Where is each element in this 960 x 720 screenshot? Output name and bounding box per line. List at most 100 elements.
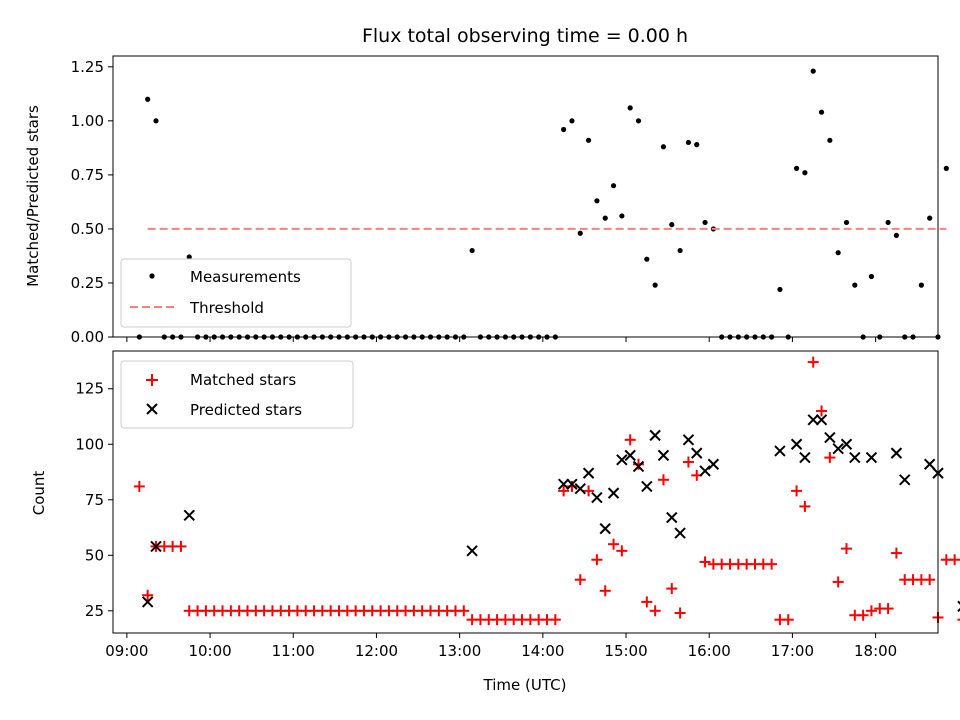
matched-stars-point [890,547,902,559]
predicted-stars-point [840,438,853,450]
matched-stars-point [599,585,611,597]
matched-stars-point [699,556,711,568]
count-y-axis-label: Count [30,471,48,516]
ratio-legend: Measurements Threshold [120,258,352,328]
measurements-point [610,183,617,189]
measurements-point [777,286,783,293]
measurements-point [145,96,151,102]
matched-stars-point [682,456,694,468]
measurements-legend-label: Measurements [190,268,301,286]
predicted-stars-point [799,451,811,464]
measurements-point [677,247,683,254]
matched-stars-point [583,485,595,497]
matched-stars-point [633,458,645,470]
measurements-point [627,105,633,111]
measurements-point [644,256,650,262]
predicted-stars-point [607,487,620,499]
matched-stars-point [641,596,653,608]
predicted-stars-point [674,527,686,539]
matched-stars-point [574,574,586,586]
matched-stars-point [624,434,636,446]
matched-stars-point [666,583,678,595]
predicted-stars-point [591,491,603,504]
x-tick-label: 15:00 [604,642,647,660]
predicted-stars-legend-label: Predicted stars [190,401,302,419]
matched-stars-point [558,485,570,497]
measurements-point [918,282,924,288]
y-tick-label: 1.00 [71,112,104,130]
predicted-stars-point [790,438,803,450]
predicted-stars-point [807,414,819,426]
measurements-point [585,137,592,143]
matched-stars-legend-marker [146,374,158,386]
measurements-point [793,165,800,171]
predicted-stars-point [183,509,195,522]
x-tick-label: 13:00 [438,642,481,660]
measurements-point [885,219,891,226]
measurements-point [694,142,700,148]
count-legend: Matched stars Predicted stars [120,360,354,429]
matched-stars-point [649,605,661,617]
predicted-stars-point [890,447,903,459]
measurements-point [852,282,858,288]
x-tick-label: 11:00 [272,642,315,660]
matched-stars-point [674,607,686,619]
ratio-y-ticks: 0.00 0.25 0.50 0.75 1.00 1.25 [71,58,113,346]
predicted-stars-point [699,465,711,477]
matched-stars-point [949,554,960,566]
measurements-point [843,219,850,226]
y-tick-label: 0.50 [71,220,104,238]
measurements-point [469,247,475,254]
predicted-stars-point [815,414,828,426]
measurements-point [685,139,692,146]
matched-stars-point [799,500,811,512]
predicted-stars-point [899,474,911,486]
count-legend-box [120,360,354,429]
matched-stars-point [857,609,869,621]
predicted-stars-point [824,431,836,444]
matched-stars-point [807,356,819,368]
measurements-point [594,198,600,204]
matched-stars-point [766,558,778,570]
count-plot-area [133,356,960,626]
y-tick-label: 1.25 [71,58,104,76]
measurements-point [577,230,583,236]
matched-stars-point [824,452,836,464]
measurements-point [153,118,159,124]
y-tick-label: 100 [75,435,104,453]
y-tick-label: 25 [85,602,104,620]
predicted-stars-point [566,478,578,490]
measurements-point [810,68,816,74]
y-tick-label: 125 [75,380,104,398]
measurements-point [660,144,667,150]
measurements-point [619,213,625,219]
predicted-stars-point [865,451,878,464]
y-tick-label: 0.25 [71,274,104,292]
matched-stars-point [865,605,877,617]
measurements-point [186,254,192,260]
measurements-point [868,273,875,280]
predicted-stars-point [150,540,162,553]
ratio-legend-box [120,258,352,328]
count-x-ticks: 09:00 10:00 11:00 12:00 13:00 14:00 15:00 16:00… [105,633,897,660]
matched-stars-point [549,614,561,626]
threshold-legend-label: Threshold [189,299,264,317]
matched-stars-point [175,540,187,552]
measurements-point [569,118,575,124]
matched-stars-point [832,576,844,588]
ratio-axes-frame [112,55,939,338]
matched-stars-point [924,574,936,586]
measurements-point [818,109,825,115]
matched-stars-point [142,589,154,601]
y-tick-label: 50 [85,546,104,564]
predicted-stars-point [707,458,720,470]
measurements-point [943,165,949,171]
x-tick-label: 14:00 [521,642,564,660]
measurements-point [702,219,708,226]
predicted-stars-point [657,449,670,462]
predicted-stars-point [141,596,154,608]
x-tick-label: 10:00 [188,642,231,660]
measurements-point [893,232,900,239]
ratio-panel: 0.00 0.25 0.50 0.75 1.00 1.25 Matched/Predict… [24,55,949,346]
ratio-x-ticks [126,337,877,342]
